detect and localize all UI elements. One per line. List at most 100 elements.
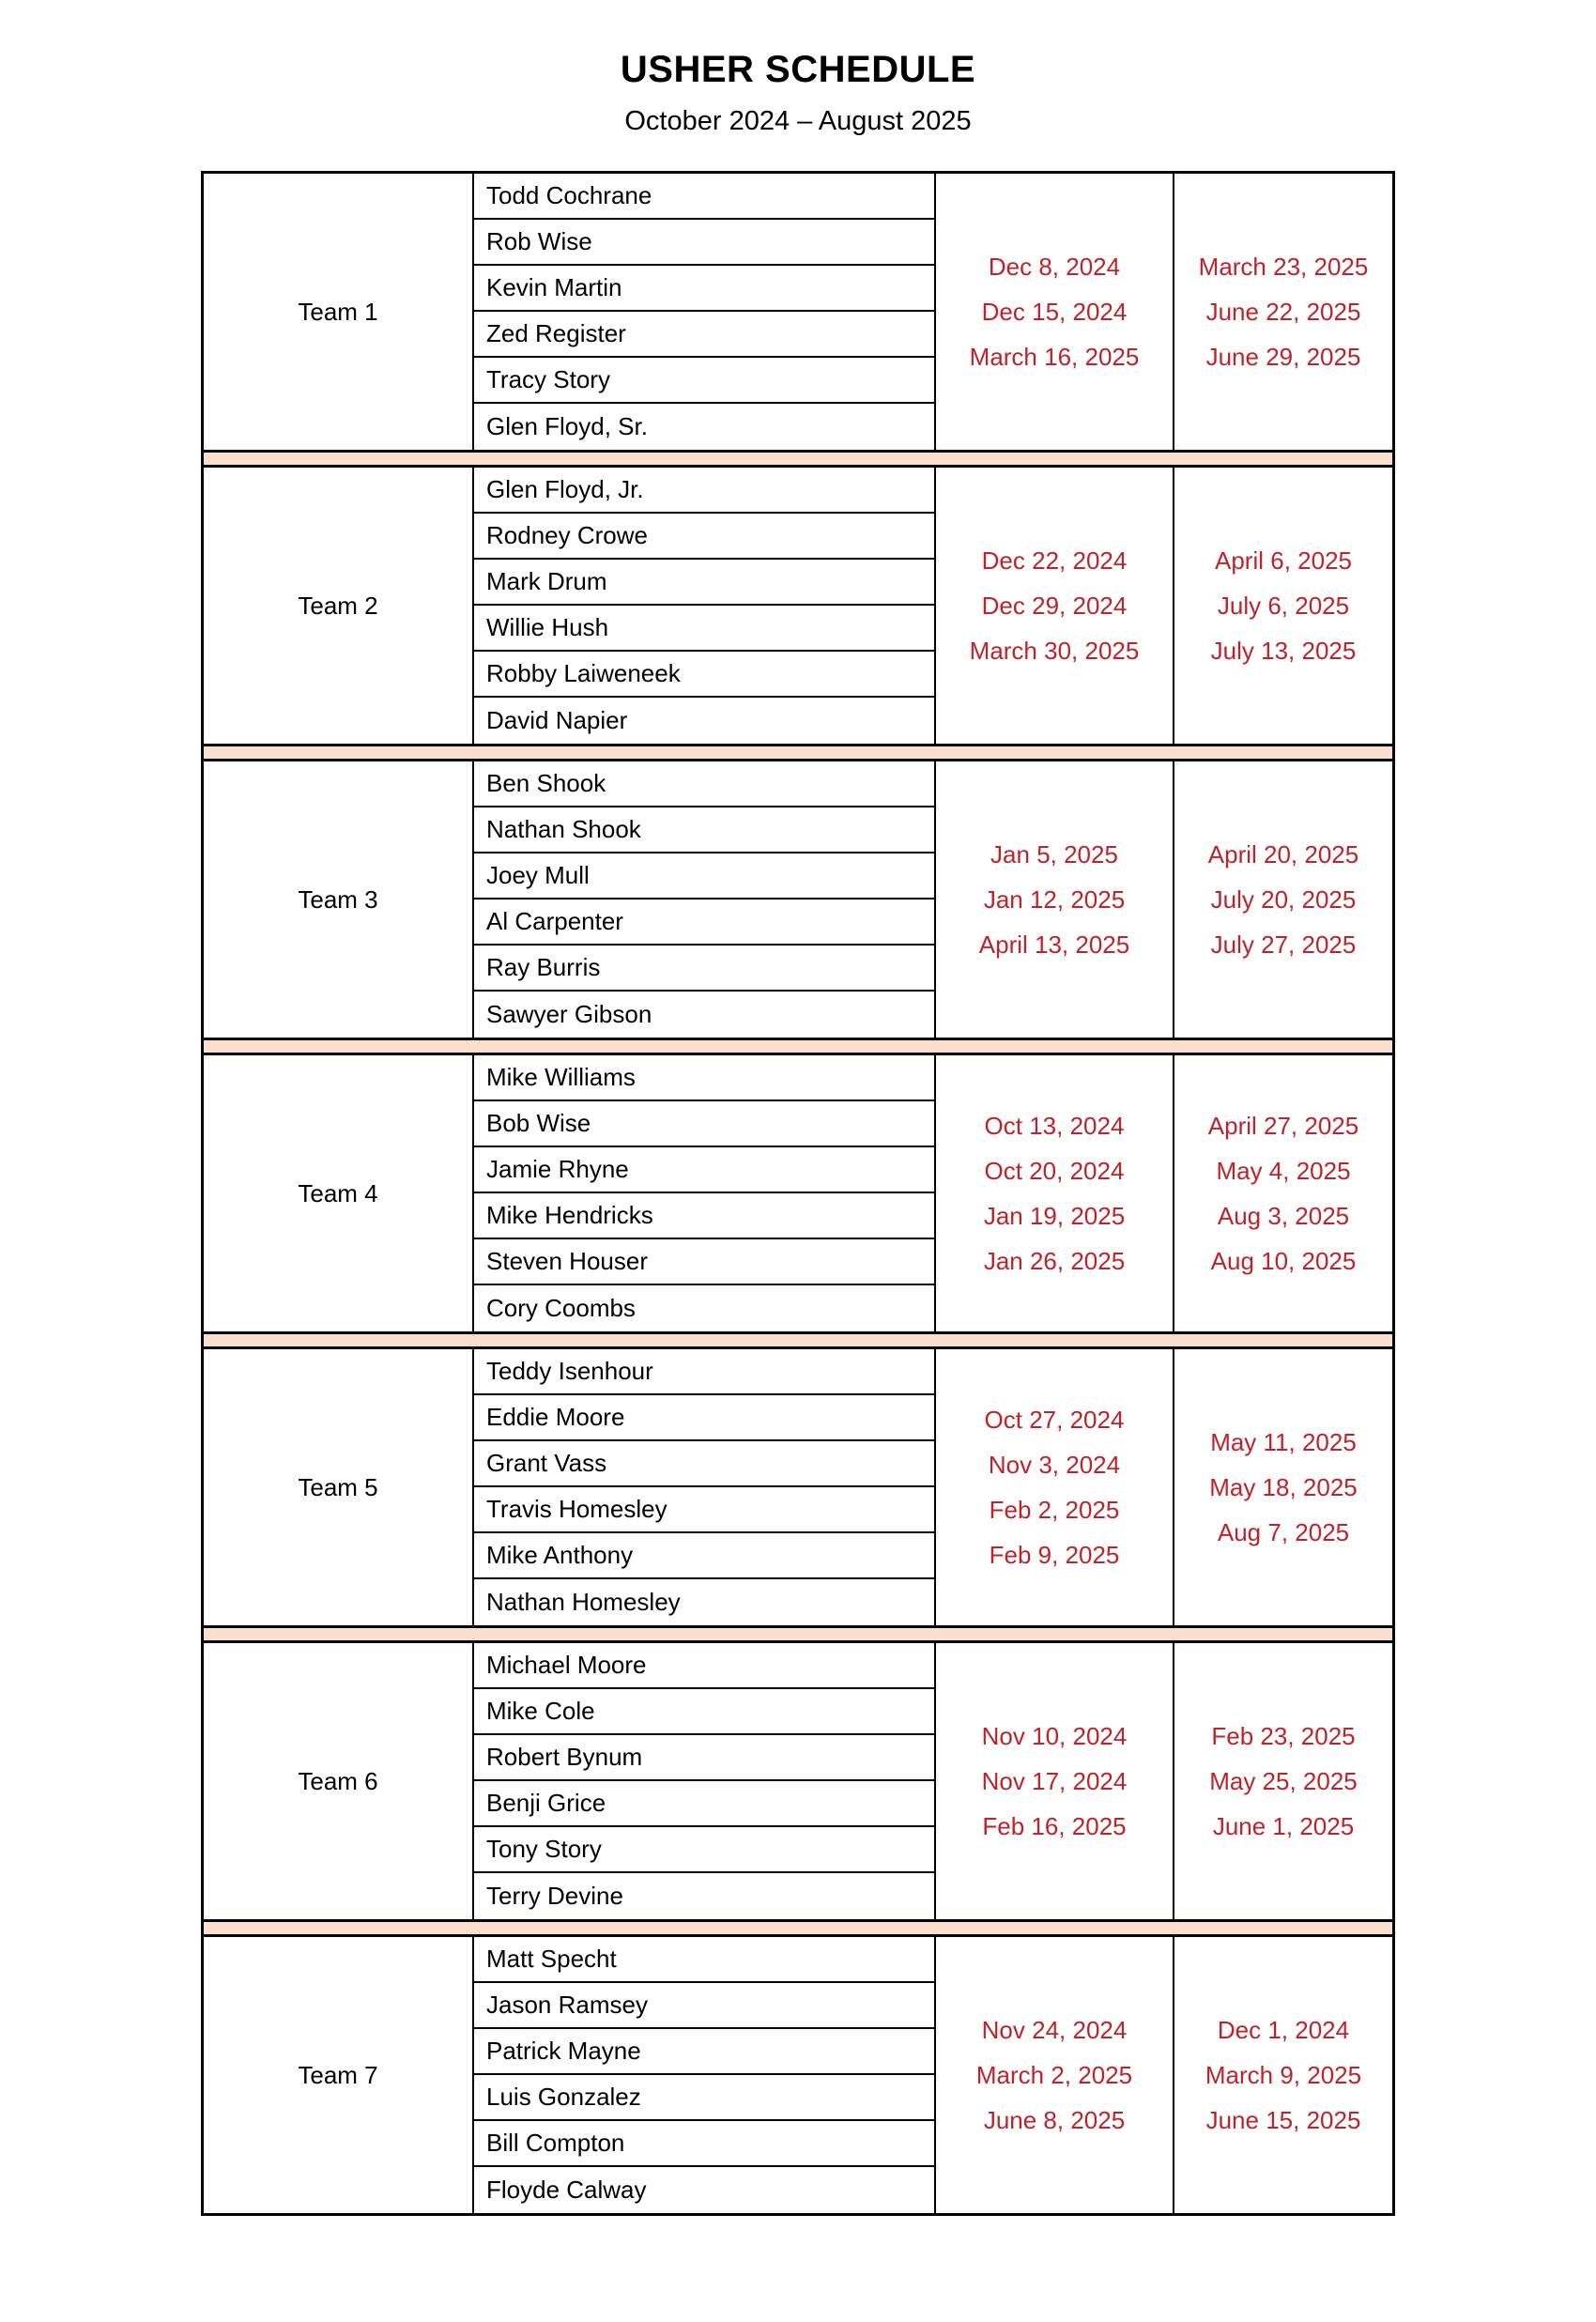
member-row: Steven Houser: [474, 1239, 934, 1285]
service-date: Oct 20, 2024: [984, 1157, 1125, 1185]
member-name: Jamie Rhyne: [486, 1155, 629, 1183]
member-row: Mike Hendricks: [474, 1193, 934, 1239]
member-row: Rob Wise: [474, 220, 934, 266]
member-row: Luis Gonzalez: [474, 2075, 934, 2121]
service-date: April 6, 2025: [1215, 546, 1352, 575]
team-members-column: Ben Shook Nathan Shook Joey Mull Al Carp…: [472, 761, 936, 1038]
member-row: Mike Williams: [474, 1055, 934, 1101]
service-dates-column-first: Dec 22, 2024 Dec 29, 2024 March 30, 2025: [936, 468, 1174, 744]
team-name-cell: Team 2: [204, 468, 472, 744]
team-name: Team 5: [298, 1472, 378, 1501]
member-row: Mark Drum: [474, 560, 934, 606]
member-name: Robby Laiweneek: [486, 659, 681, 687]
member-row: Grant Vass: [474, 1441, 934, 1487]
service-date: June 15, 2025: [1205, 2106, 1361, 2134]
usher-schedule-table: Team 1 Todd Cochrane Rob Wise Kev: [201, 171, 1395, 2216]
member-row: Eddie Moore: [474, 1395, 934, 1441]
member-name: Bob Wise: [486, 1109, 591, 1137]
member-row: Glen Floyd, Sr.: [474, 404, 934, 450]
team-name-cell: Team 6: [204, 1643, 472, 1919]
member-row: Floyde Calway: [474, 2167, 934, 2213]
service-date: March 30, 2025: [969, 637, 1140, 665]
team-block: Team 2 Glen Floyd, Jr. Rodney Crowe: [201, 465, 1395, 746]
service-date: Nov 10, 2024: [981, 1722, 1128, 1750]
service-date: April 13, 2025: [978, 930, 1130, 959]
service-date: March 16, 2025: [969, 343, 1140, 371]
member-row: Ben Shook: [474, 761, 934, 807]
service-dates-column-second: Feb 23, 2025 May 25, 2025 June 1, 2025: [1174, 1643, 1392, 1919]
service-date: July 6, 2025: [1217, 592, 1350, 620]
service-dates-column-first: Nov 10, 2024 Nov 17, 2024 Feb 16, 2025: [936, 1643, 1174, 1919]
member-name: Robert Bynum: [486, 1743, 643, 1771]
member-row: Mike Anthony: [474, 1533, 934, 1579]
member-name: Michael Moore: [486, 1651, 647, 1679]
member-name: Mike Hendricks: [486, 1201, 653, 1229]
member-name: Mark Drum: [486, 567, 607, 595]
service-dates-column-second: April 6, 2025 July 6, 2025 July 13, 2025: [1174, 468, 1392, 744]
service-dates-column-second: Dec 1, 2024 March 9, 2025 June 15, 2025: [1174, 1937, 1392, 2213]
member-name: Patrick Mayne: [486, 2037, 641, 2065]
service-date: Aug 10, 2025: [1210, 1247, 1357, 1275]
service-date: Nov 3, 2024: [988, 1451, 1121, 1479]
member-row: Kevin Martin: [474, 266, 934, 312]
member-row: Bill Compton: [474, 2121, 934, 2167]
member-row: Matt Specht: [474, 1937, 934, 1983]
team-name: Team 4: [298, 1178, 378, 1207]
member-row: Jamie Rhyne: [474, 1147, 934, 1193]
member-name: Benji Grice: [486, 1789, 606, 1817]
service-date: Dec 8, 2024: [988, 253, 1121, 281]
team-separator-bar: [201, 746, 1395, 759]
member-name: Tony Story: [486, 1835, 602, 1863]
service-date: July 20, 2025: [1210, 885, 1357, 914]
member-name: Grant Vass: [486, 1449, 607, 1477]
team-name: Team 3: [298, 884, 378, 914]
service-date: Jan 26, 2025: [983, 1247, 1126, 1275]
service-date: Feb 2, 2025: [989, 1496, 1120, 1524]
team-name-cell: Team 1: [204, 174, 472, 450]
service-date: May 25, 2025: [1209, 1767, 1358, 1795]
member-row: Robby Laiweneek: [474, 652, 934, 698]
member-name: Zed Register: [486, 319, 626, 347]
team-block: Team 7 Matt Specht Jason Ramsey P: [201, 1934, 1395, 2216]
service-date: June 1, 2025: [1212, 1812, 1355, 1840]
member-name: Matt Specht: [486, 1945, 617, 1973]
member-row: Jason Ramsey: [474, 1983, 934, 2029]
member-name: Kevin Martin: [486, 273, 622, 301]
service-date: Jan 5, 2025: [990, 840, 1118, 869]
service-dates-column-second: April 20, 2025 July 20, 2025 July 27, 20…: [1174, 761, 1392, 1038]
member-name: Tracy Story: [486, 365, 610, 393]
service-dates-column-first: Nov 24, 2024 March 2, 2025 June 8, 2025: [936, 1937, 1174, 2213]
member-row: Benji Grice: [474, 1781, 934, 1827]
service-date: June 29, 2025: [1205, 343, 1361, 371]
member-name: Glen Floyd, Sr.: [486, 412, 648, 440]
member-row: Glen Floyd, Jr.: [474, 468, 934, 514]
member-name: Rodney Crowe: [486, 521, 648, 549]
team-name-cell: Team 7: [204, 1937, 472, 2213]
member-row: Sawyer Gibson: [474, 992, 934, 1038]
member-row: Al Carpenter: [474, 900, 934, 946]
service-dates-column-first: Dec 8, 2024 Dec 15, 2024 March 16, 2025: [936, 174, 1174, 450]
team-members-column: Mike Williams Bob Wise Jamie Rhyne Mike …: [472, 1055, 936, 1331]
team-name: Team 6: [298, 1766, 378, 1795]
service-date: Nov 24, 2024: [981, 2016, 1128, 2044]
member-name: Glen Floyd, Jr.: [486, 475, 644, 503]
document-page: USHER SCHEDULE October 2024 – August 202…: [201, 49, 1395, 2216]
team-block: Team 4 Mike Williams Bob Wise Jam: [201, 1053, 1395, 1334]
service-dates-column-second: March 23, 2025 June 22, 2025 June 29, 20…: [1174, 174, 1392, 450]
service-date: Oct 27, 2024: [984, 1406, 1125, 1434]
team-members-column: Glen Floyd, Jr. Rodney Crowe Mark Drum W…: [472, 468, 936, 744]
member-name: Mike Cole: [486, 1697, 595, 1725]
member-row: Rodney Crowe: [474, 514, 934, 560]
service-date: Nov 17, 2024: [981, 1767, 1128, 1795]
member-name: Eddie Moore: [486, 1403, 625, 1431]
team-block: Team 1 Todd Cochrane Rob Wise Kev: [201, 171, 1395, 453]
service-dates-column-second: May 11, 2025 May 18, 2025 Aug 7, 2025: [1174, 1349, 1392, 1625]
team-members-column: Matt Specht Jason Ramsey Patrick Mayne L…: [472, 1937, 936, 2213]
member-row: Tracy Story: [474, 358, 934, 404]
team-separator-bar: [201, 1922, 1395, 1934]
team-separator-bar: [201, 1334, 1395, 1346]
team-members-column: Todd Cochrane Rob Wise Kevin Martin Zed …: [472, 174, 936, 450]
member-row: David Napier: [474, 698, 934, 744]
member-row: Patrick Mayne: [474, 2029, 934, 2075]
member-name: Nathan Homesley: [486, 1588, 681, 1616]
